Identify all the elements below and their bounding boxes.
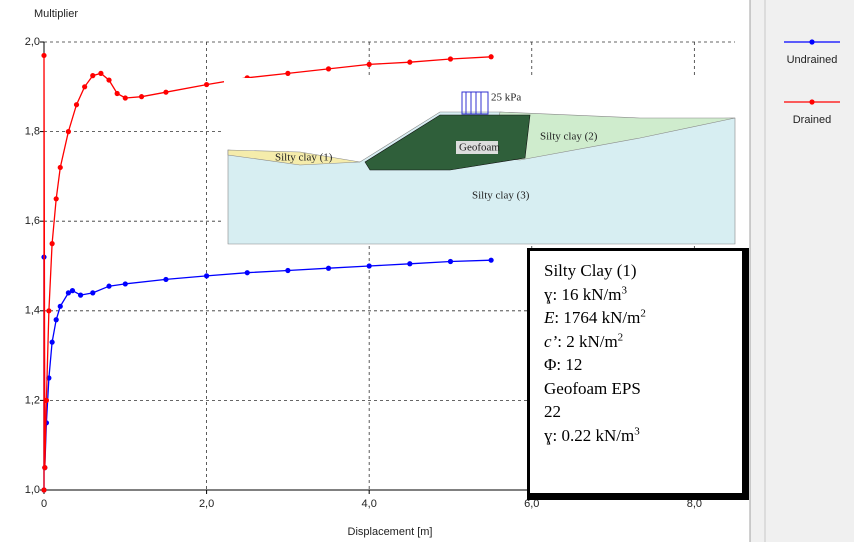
- inset-label: Silty clay (1): [275, 152, 333, 164]
- clay-1: [227, 149, 361, 166]
- data-point: [366, 61, 372, 67]
- property-text: : 2 kN/m: [557, 331, 618, 351]
- y-tick-label: 1,4: [25, 305, 40, 317]
- property-text: Geofoam EPS: [544, 378, 641, 398]
- data-point: [53, 196, 59, 202]
- property-line: Geofoam EPS: [544, 377, 742, 401]
- data-point: [488, 257, 494, 263]
- data-point: [90, 73, 96, 79]
- inset-label: Silty clay (2): [540, 131, 598, 143]
- inset-label: Silty clay (3): [472, 190, 530, 202]
- load: [461, 91, 489, 115]
- property-exponent: 3: [621, 283, 627, 296]
- data-point: [285, 267, 291, 274]
- data-point: [65, 129, 71, 135]
- y-tick-label: 1,0: [25, 484, 40, 496]
- data-point: [122, 95, 128, 101]
- data-point: [138, 94, 145, 100]
- geofoam: [364, 114, 531, 171]
- legend-label: Drained: [793, 114, 832, 126]
- data-point: [407, 59, 413, 65]
- data-point: [46, 308, 52, 314]
- property-text: Φ: 12: [544, 355, 583, 374]
- legend-panel: [750, 0, 854, 542]
- data-point: [90, 290, 96, 296]
- data-point: [106, 77, 112, 83]
- data-point: [82, 84, 88, 90]
- data-point: [57, 303, 63, 309]
- series-line: [43, 55, 492, 490]
- property-line: Silty Clay (1): [544, 259, 742, 283]
- x-tick-label: 8,0: [687, 498, 702, 510]
- y-tick-label: 1,6: [25, 215, 40, 227]
- y-tick-label: 2,0: [25, 36, 40, 48]
- data-point: [106, 283, 112, 289]
- property-text: ɣ: 16 kN/m: [544, 284, 622, 304]
- property-exponent: 3: [634, 424, 640, 437]
- data-point: [325, 265, 332, 271]
- property-line: Φ: 12: [544, 353, 742, 377]
- data-point: [163, 276, 169, 283]
- legend-marker: [809, 39, 815, 45]
- data-point: [57, 164, 63, 171]
- data-point: [163, 89, 169, 95]
- data-point: [244, 270, 250, 276]
- data-point: [53, 317, 59, 323]
- property-text: Silty Clay (1): [544, 261, 637, 280]
- load-arrows: [465, 92, 482, 114]
- property-exponent: 2: [617, 330, 624, 343]
- data-point: [65, 290, 71, 296]
- data-point: [43, 397, 50, 403]
- property-symbol: E: [544, 308, 555, 327]
- data-point: [203, 273, 210, 279]
- data-point: [98, 70, 104, 76]
- data-point: [41, 487, 47, 493]
- property-text: : 1764 kN/m: [554, 308, 641, 327]
- inset-label: Geofoam: [459, 142, 500, 154]
- data-point: [42, 465, 48, 471]
- label-bg: [456, 141, 498, 154]
- data-point: [69, 288, 76, 294]
- property-text: ɣ: 0.22 kN/m: [544, 425, 635, 445]
- data-point: [488, 54, 494, 60]
- x-tick-label: 0: [41, 498, 47, 510]
- data-point: [73, 102, 80, 108]
- property-line: ɣ: 0.22 kN/m3: [544, 424, 742, 448]
- y-tick-label: 1,2: [25, 394, 40, 406]
- data-point: [447, 56, 454, 62]
- property-line: E: 1764 kN/m2: [544, 306, 742, 330]
- data-point: [77, 292, 84, 298]
- data-point: [447, 258, 454, 265]
- y-tick-label: 1,8: [25, 126, 40, 138]
- data-point: [285, 70, 291, 76]
- data-point: [407, 261, 413, 267]
- properties-box: Silty Clay (1) ɣ: 16 kN/m3 E: 1764 kN/m2 c’…: [527, 248, 749, 500]
- x-tick-label: 4,0: [362, 498, 377, 510]
- data-point: [122, 281, 128, 287]
- x-tick-label: 6,0: [524, 498, 539, 510]
- legend-marker: [809, 99, 815, 105]
- data-point: [41, 52, 47, 59]
- property-line: ɣ: 16 kN/m3: [544, 283, 742, 307]
- data-point: [49, 241, 55, 247]
- property-line: c’: 2 kN/m2: [544, 330, 742, 354]
- y-axis-label: Multiplier: [34, 8, 78, 20]
- inset-diagram: 25 kPa Silty clay (1) Geofoam Silty clay…: [224, 78, 738, 246]
- property-text: 22: [544, 402, 561, 421]
- data-point: [203, 81, 210, 88]
- data-point: [366, 263, 372, 269]
- x-tick-label: 2,0: [199, 498, 214, 510]
- data-point: [114, 90, 120, 97]
- property-exponent: 2: [640, 307, 646, 320]
- x-axis-label: Displacement [m]: [348, 526, 433, 538]
- property-symbol: c’: [544, 331, 558, 351]
- property-line: 22: [544, 400, 742, 424]
- data-point: [325, 66, 332, 72]
- legend-label: Undrained: [787, 54, 838, 66]
- inset-label: 25 kPa: [491, 92, 521, 104]
- data-point: [49, 339, 55, 345]
